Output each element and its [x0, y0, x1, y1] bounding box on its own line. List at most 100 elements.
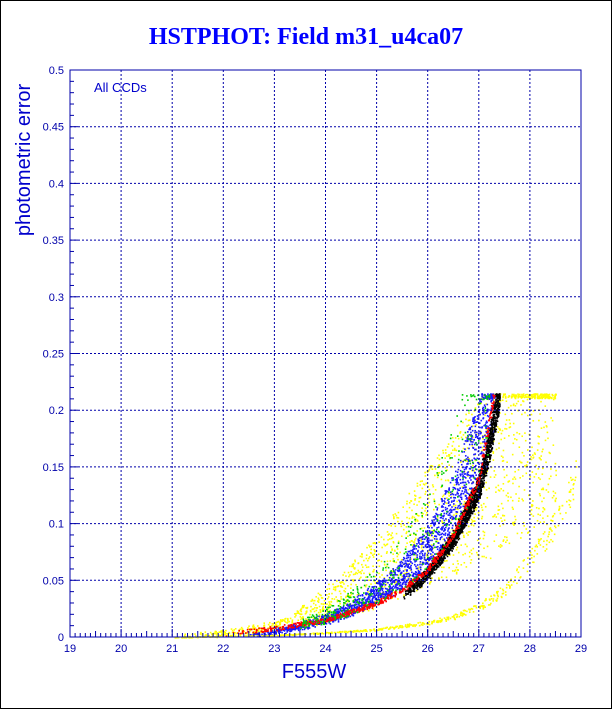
data-point — [456, 480, 458, 483]
data-point — [401, 565, 404, 568]
data-point — [474, 508, 477, 510]
data-point — [474, 425, 477, 428]
data-point — [398, 580, 401, 582]
data-point — [482, 407, 484, 410]
data-point — [231, 631, 234, 634]
data-point — [488, 461, 490, 463]
data-point — [359, 594, 362, 597]
data-point — [473, 504, 476, 506]
data-point — [448, 527, 450, 529]
data-point — [458, 533, 461, 536]
data-point — [475, 501, 477, 503]
data-point — [483, 482, 485, 484]
data-point — [317, 592, 320, 595]
data-point — [458, 454, 460, 456]
data-point — [541, 397, 543, 399]
data-point — [427, 558, 430, 560]
data-point — [334, 619, 337, 622]
data-point — [310, 600, 313, 602]
data-point — [458, 483, 460, 486]
data-point — [471, 552, 473, 555]
data-point — [485, 403, 488, 405]
data-point — [499, 403, 501, 406]
data-point — [440, 533, 443, 536]
data-point — [414, 545, 416, 548]
data-point — [462, 476, 464, 478]
data-point — [500, 517, 502, 519]
data-point — [339, 585, 342, 587]
data-point — [494, 417, 496, 420]
data-point — [456, 471, 459, 473]
data-point — [307, 628, 309, 630]
data-point — [392, 541, 395, 544]
data-point — [391, 581, 394, 583]
data-point — [449, 547, 451, 550]
data-point — [525, 393, 527, 396]
data-point — [467, 480, 469, 482]
data-point — [458, 515, 461, 517]
data-point — [477, 498, 480, 500]
data-point — [440, 528, 442, 530]
data-point — [483, 411, 485, 413]
data-point — [417, 582, 420, 585]
data-point — [457, 551, 460, 554]
data-point — [397, 574, 400, 577]
data-point — [303, 628, 306, 631]
data-point — [436, 562, 439, 565]
data-point — [439, 538, 441, 541]
data-point — [413, 548, 415, 550]
data-point — [429, 532, 432, 535]
data-point — [477, 416, 480, 418]
data-point — [457, 534, 460, 537]
data-point — [480, 479, 482, 482]
data-point — [413, 590, 416, 593]
data-point — [491, 422, 494, 424]
data-point — [467, 436, 470, 439]
data-point — [515, 438, 518, 441]
data-point — [320, 603, 323, 605]
data-point — [455, 536, 458, 539]
data-point — [425, 482, 427, 485]
data-point — [528, 433, 531, 436]
data-point — [511, 395, 514, 398]
data-point — [406, 555, 408, 557]
data-point — [407, 564, 409, 566]
data-point — [545, 394, 547, 397]
data-point — [353, 598, 355, 601]
data-point — [532, 393, 535, 396]
data-point — [216, 632, 219, 635]
data-point — [418, 577, 421, 580]
data-point — [393, 580, 396, 582]
data-point — [367, 593, 370, 595]
data-point — [490, 428, 492, 431]
data-point — [438, 562, 440, 565]
data-point — [493, 424, 496, 427]
data-point — [470, 475, 472, 478]
data-point — [419, 584, 421, 587]
data-point — [292, 624, 295, 626]
data-point — [408, 591, 410, 593]
data-point — [470, 549, 473, 552]
data-point — [221, 634, 223, 636]
data-point — [299, 616, 302, 618]
data-point — [525, 396, 527, 398]
data-point — [248, 631, 251, 633]
data-point — [431, 468, 434, 471]
data-point — [464, 514, 466, 516]
data-point — [465, 517, 467, 519]
data-point — [518, 433, 521, 435]
data-point — [320, 594, 322, 597]
data-point — [422, 546, 425, 549]
data-point — [350, 606, 353, 609]
data-point — [537, 435, 539, 438]
data-point — [455, 534, 458, 537]
data-point — [372, 596, 375, 598]
data-point — [475, 494, 478, 497]
data-point — [470, 479, 472, 481]
data-point — [442, 544, 444, 547]
data-point — [350, 571, 353, 573]
data-point — [476, 499, 478, 502]
data-point — [430, 555, 432, 558]
data-point — [385, 569, 387, 572]
data-point — [459, 431, 462, 433]
